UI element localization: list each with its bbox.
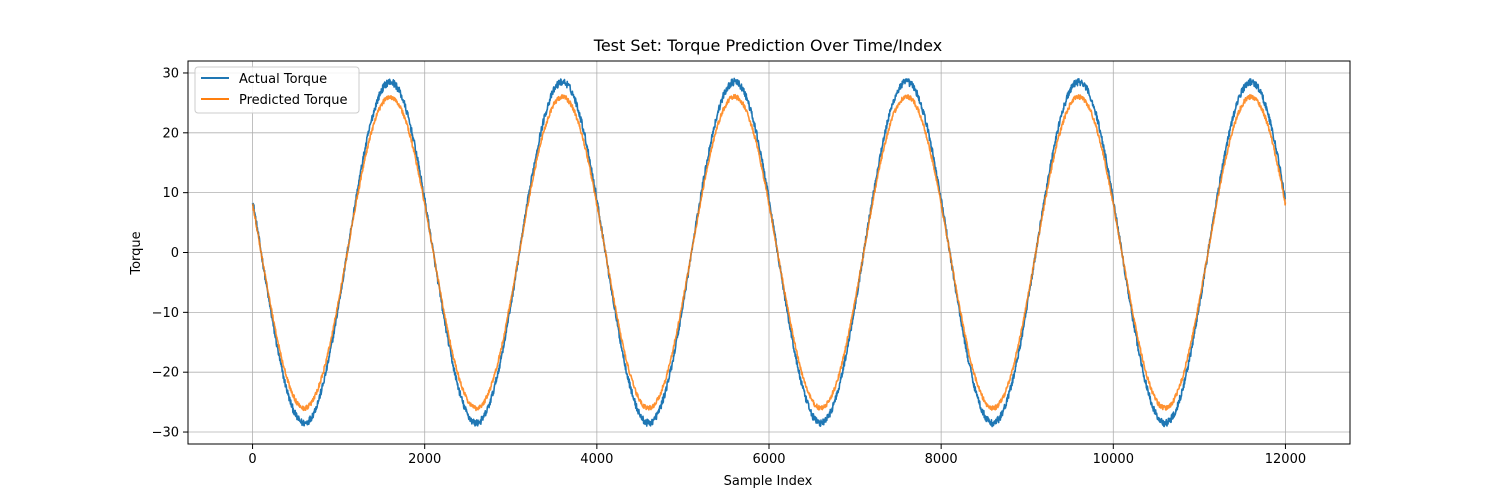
- y-tick-label: 30: [162, 66, 179, 81]
- x-axis-label: Sample Index: [724, 474, 813, 489]
- x-tick-label: 4000: [580, 452, 613, 467]
- plot-area: [187, 60, 1351, 445]
- y-tick-label: 10: [162, 186, 179, 201]
- x-tick-label: 8000: [925, 452, 958, 467]
- y-tick-label: −10: [152, 306, 179, 321]
- y-tick-label: −30: [152, 426, 179, 441]
- y-axis-label: Torque: [129, 231, 144, 275]
- x-tick-label: 6000: [752, 452, 785, 467]
- x-axis-ticks: 0 2000 4000 6000 8000 10000 12000: [248, 444, 1306, 467]
- series-line-predicted: [252, 93, 1287, 412]
- x-tick-label: 10000: [1093, 452, 1134, 467]
- legend: Actual Torque Predicted Torque: [194, 66, 360, 114]
- x-tick-label: 2000: [408, 452, 441, 467]
- y-axis-ticks: −30 −20 −10 0 10 20 30: [152, 66, 188, 441]
- series-layer: [251, 77, 1287, 428]
- x-tick-label: 12000: [1265, 452, 1306, 467]
- x-tick-label: 0: [248, 452, 256, 467]
- legend-label-actual: Actual Torque: [239, 72, 327, 87]
- y-tick-label: −20: [152, 366, 179, 381]
- legend-label-predicted: Predicted Torque: [239, 93, 347, 108]
- y-tick-label: 20: [162, 126, 179, 141]
- y-tick-label: 0: [171, 246, 179, 261]
- chart-title: Test Set: Torque Prediction Over Time/In…: [593, 36, 942, 55]
- legend-box: [194, 66, 360, 114]
- grid: [188, 61, 1350, 444]
